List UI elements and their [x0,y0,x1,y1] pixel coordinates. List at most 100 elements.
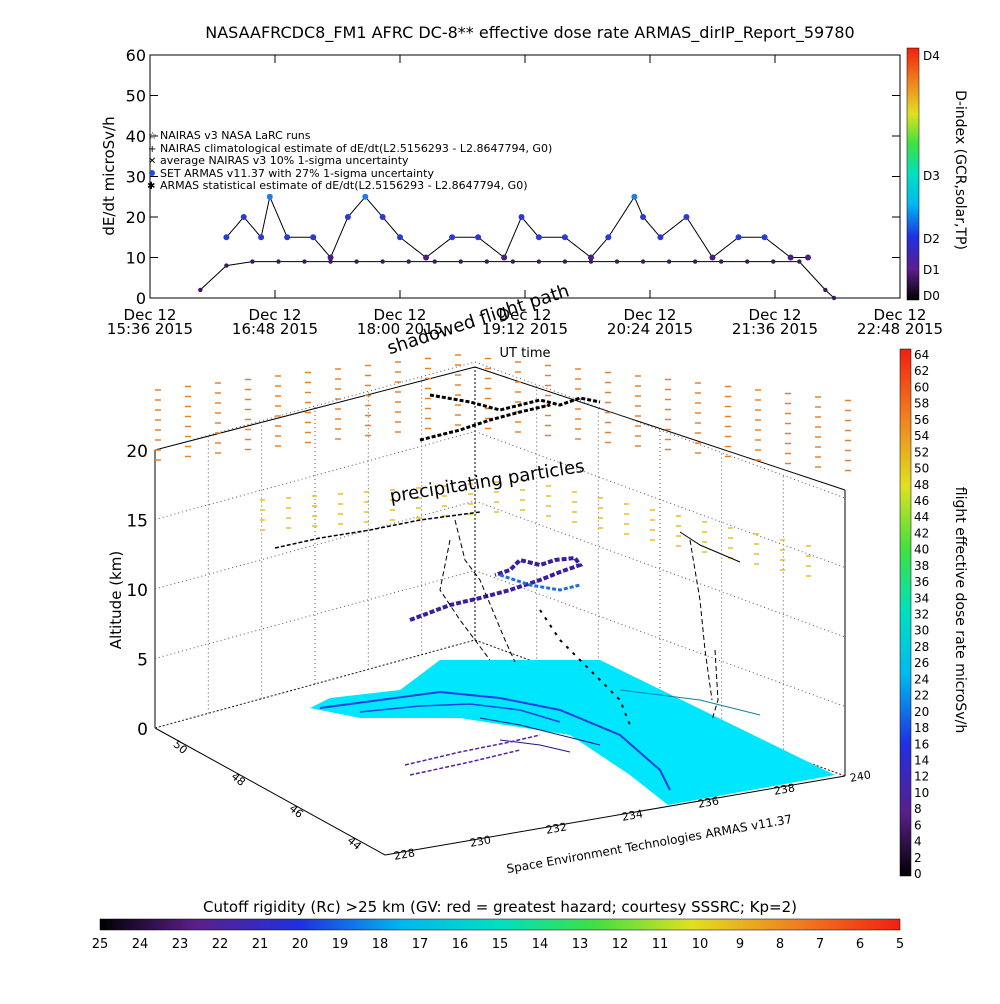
d-index-colorbar [906,47,920,301]
legend-entry: NAIRAS climatological estimate of dE/dt(… [160,142,552,155]
cutoff-rigidity-tick-label: 15 [492,937,509,952]
nairas-point [831,295,837,301]
legend-entry: average NAIRAS v3 10% 1-sigma uncertaint… [160,154,409,167]
lat-tick-label: 50 [171,738,190,757]
nairas-point [302,259,307,264]
armas-point [327,254,334,261]
d-index-tick-label: D0 [923,289,940,303]
armas-point [240,214,247,220]
lon-tick-label: 228 [393,846,416,862]
y-tick-label: 20 [126,208,146,227]
lat-tick-label: 46 [287,802,306,821]
y-tick-label: 60 [126,46,146,65]
cutoff-rigidity-tick-label: 6 [856,937,864,952]
cutoff-rigidity-tick-label: 17 [412,937,429,952]
top-series-layer [198,193,837,301]
dose-rate-tick-label: 8 [914,802,922,816]
y-tick-label: 0 [136,289,146,308]
top-y-axis-label: dE/dt microSv/h [100,116,118,235]
cutoff-rigidity-tick-label: 7 [816,937,824,952]
dose-rate-tick-label: 50 [914,462,929,476]
x-tick-label: Dec 12 [124,306,177,324]
dose-rate-tick-label: 0 [914,867,922,881]
cutoff-rigidity-tick-label: 12 [612,937,629,952]
nairas-point [250,259,255,264]
y-tick-label: 30 [126,168,146,187]
nairas-point [406,259,411,264]
dose-rate-tick-label: 36 [914,575,929,589]
dose-rate-tick-label: 38 [914,559,929,573]
altitude-axis-label: Altitude (km) [107,551,125,649]
longitude-axis: 228 230 232 234 236 238 240 [393,768,872,862]
x-tick-label: 19:12 2015 [482,320,568,338]
armas-point [709,254,716,261]
grid-line [474,500,846,638]
cutoff-rigidity-tick-label: 21 [252,937,269,952]
armas-point [266,193,273,200]
nairas-point [588,259,594,264]
dose-rate-tick-label: 32 [914,608,929,622]
z-tick-label: 20 [126,442,148,462]
dose-rate-tick-label: 62 [914,364,929,378]
x-tick-label: 15:36 2015 [107,320,193,338]
cutoff-rigidity-tick-label: 19 [332,937,349,952]
dose-rate-tick-label: 22 [914,689,929,703]
legend-entry: SET ARMAS v11.37 with 27% 1-sigma uncert… [160,167,434,180]
nairas-point [614,259,620,264]
armas-point [561,234,568,241]
x-tick-label: 20:24 2015 [607,320,693,338]
terrain-map [310,660,835,805]
dose-rate-tick-label: 34 [914,591,929,605]
nairas-point [354,259,359,264]
dose-rate-tick-label: 30 [914,624,929,638]
armas-series-line [226,195,808,259]
lat-tick-label: 48 [229,770,248,789]
dose-rate-tick-label: 6 [914,818,922,832]
grid-line [154,361,476,451]
lat-tick-label: 44 [345,834,364,853]
chart-title: NASAAFRCDC8_FM1 AFRC DC-8** effective do… [205,23,854,43]
armas-point [761,234,768,241]
dose-rate-tick-label: 20 [914,705,929,719]
lon-tick-label: 240 [849,768,872,784]
armas-point [535,234,542,241]
armas-point [683,214,690,220]
flight-path [274,393,741,776]
x-tick-label: Dec 12 [499,306,552,324]
armas-point [423,254,430,261]
nairas-point [484,259,490,264]
dose-rate-tick-label: 18 [914,721,929,735]
dose-rate-tick-label: 14 [914,753,929,767]
cutoff-rigidity-tick-label: 9 [736,937,744,952]
x-tick-label: 18:00 2015 [357,320,443,338]
y-tick-label: 50 [126,87,146,106]
armas-point [223,234,230,241]
x-tick-label: 21:36 2015 [732,320,818,338]
cutoff-rigidity-tick-label: 5 [896,937,904,952]
grid-line [474,570,846,707]
nairas-point [224,263,229,268]
armas-point [284,234,291,241]
dose-rate-ticks: 6462605856545250484644424038363432302826… [914,348,929,881]
nairas-point [536,259,542,264]
cutoff-rigidity-tick-label: 8 [776,937,784,952]
lon-tick-label: 234 [621,807,644,823]
cutoff-rigidity-tick-label: 25 [92,937,109,952]
lon-tick-label: 236 [697,794,720,810]
armas-point [501,254,508,261]
cutoff-rigidity-tick-label: 16 [452,937,469,952]
armas-point [587,254,594,261]
legend-marker-icon: ☆ [148,131,157,142]
armas-point [258,234,265,241]
x-tick-label: Dec 12 [624,306,677,324]
x-tick-label: 22:48 2015 [857,320,943,338]
legend-marker-icon [149,170,155,176]
cutoff-rigidity-tick-label: 20 [292,937,309,952]
armas-point [631,193,638,200]
dose-rate-tick-label: 40 [914,543,929,557]
nairas-point [510,259,516,264]
dose-rate-tick-label: 16 [914,737,929,751]
nairas-point [823,287,828,293]
dose-rate-tick-label: 12 [914,770,929,784]
